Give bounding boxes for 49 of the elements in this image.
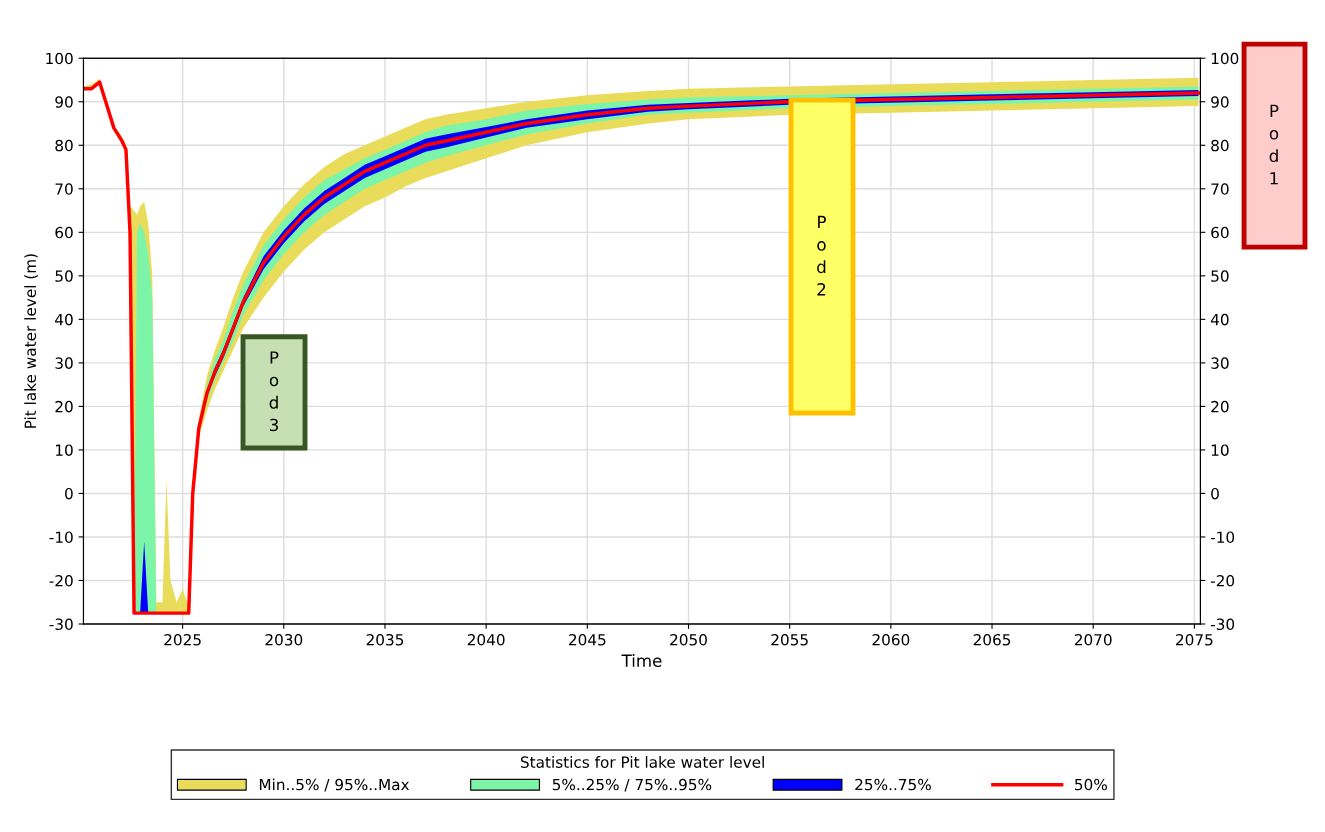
text: Pod1 [1269, 104, 1279, 185]
y-tick-label: 10 [55, 444, 73, 456]
y2-tick-label: 70 [1211, 183, 1229, 195]
y-tick-label: 80 [55, 139, 73, 152]
annotation: Pod3 [269, 351, 279, 432]
x-tick-label: 2045 [569, 633, 606, 646]
x-tick-label: 2035 [366, 633, 404, 646]
y-tick-label: 60 [55, 226, 73, 239]
annotation: Pod2 [817, 215, 826, 296]
x-tick-label: 2060 [872, 633, 910, 646]
y2-tick-label: 30 [1211, 357, 1229, 369]
x-tick-label: 2025 [164, 633, 201, 646]
x-axis-title: Time [621, 654, 662, 667]
x-tick-label: 2040 [467, 633, 505, 646]
legend-label: Min..5% / 95%..Max [259, 778, 410, 792]
x-tick-label: 2050 [670, 633, 707, 646]
legend-label: 5%..25% / 75%..95% [552, 778, 712, 792]
y2-tick-label: -10 [1210, 531, 1235, 543]
legend-title: Statistics for Pit lake water level [520, 756, 764, 768]
y2-tick-label: 20 [1211, 400, 1229, 413]
x-tick-label: 2065 [973, 633, 1011, 646]
y2-tick-label: 90 [1211, 96, 1229, 108]
y2-tick-label: 80 [1211, 139, 1229, 152]
y2-tick-label: 50 [1211, 270, 1229, 282]
x-tick-label: 2030 [265, 633, 303, 646]
y-tick-label: 40 [55, 313, 73, 326]
y2-tick-label: -20 [1210, 574, 1235, 587]
y2-tick-label: 10 [1211, 444, 1229, 456]
y2-tick-label: 100 [1211, 52, 1239, 65]
y-tick-label: 20 [55, 400, 73, 413]
y-tick-label: -10 [49, 531, 73, 543]
y2-tick-label: 0 [1211, 487, 1219, 500]
y-tick-label: 0 [65, 487, 73, 500]
legend-label: 25%..75% [855, 778, 931, 791]
x-tick-label: 2075 [1176, 633, 1213, 646]
y-tick-label: 50 [55, 270, 73, 282]
y-tick-label: 100 [46, 52, 73, 65]
x-tick-label: 2055 [771, 633, 808, 646]
y-tick-label: 90 [55, 96, 73, 108]
y-axis-title: Pit lake water level (m) [24, 254, 38, 428]
legend-label: 50% [1075, 778, 1107, 791]
x-tick-label: 2070 [1074, 633, 1112, 646]
y-tick-label: 30 [55, 357, 73, 369]
y-tick-label: 70 [55, 183, 73, 195]
y2-tick-label: 60 [1211, 226, 1229, 239]
y-tick-label: -30 [49, 618, 73, 631]
y-tick-label: -20 [49, 574, 73, 587]
y2-tick-label: 40 [1210, 313, 1229, 326]
y2-tick-label: -30 [1210, 618, 1235, 631]
